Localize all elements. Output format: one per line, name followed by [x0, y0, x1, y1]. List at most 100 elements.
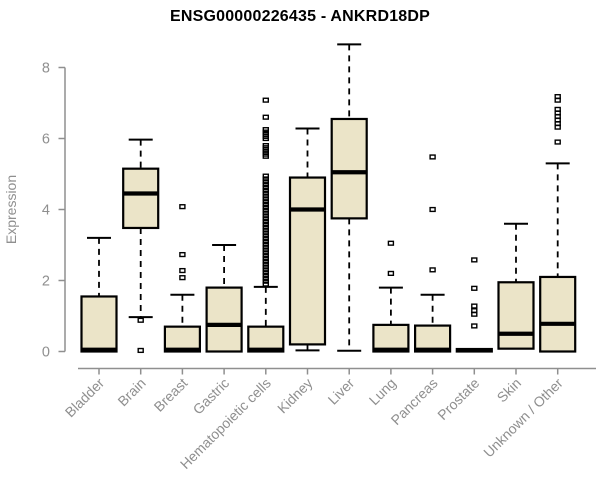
outlier-point [262, 261, 269, 267]
box-iqr [330, 117, 368, 220]
outlier-point [387, 270, 395, 276]
outlier-point [262, 210, 269, 216]
box-iqr [372, 323, 410, 353]
outlier-point [137, 347, 144, 354]
outlier-point [262, 193, 269, 199]
box-group [288, 127, 327, 352]
box-group [539, 94, 577, 353]
box-group [372, 240, 410, 353]
outlier-point [262, 176, 269, 182]
box-group [247, 97, 285, 353]
outlier-point [262, 173, 269, 179]
outlier-point [262, 190, 269, 196]
x-tick-label: Lung [366, 375, 399, 408]
outlier-point [429, 154, 436, 160]
chart-title: ENSG00000226435 - ANKRD18DP [169, 8, 431, 25]
outlier-point [262, 270, 269, 276]
x-tick-label: Brain [114, 375, 148, 409]
box-group [80, 236, 118, 353]
outlier-point [262, 179, 269, 185]
outlier-point [262, 253, 269, 259]
outlier-point [554, 94, 561, 100]
outlier-point [262, 199, 269, 205]
outlier-point [262, 258, 269, 264]
outlier-point [471, 323, 478, 329]
x-tick-label: Unknown / Other [480, 375, 566, 461]
x-tick-label: Liver [325, 375, 358, 408]
outlier-point [429, 267, 436, 273]
outlier-point [262, 247, 269, 253]
outlier-point [179, 275, 186, 281]
outlier-point [262, 207, 269, 213]
outlier-point [262, 213, 269, 219]
y-tick-label: 8 [42, 61, 50, 77]
outlier-point [262, 201, 269, 208]
box-iqr [288, 176, 327, 346]
outlier-point [262, 127, 269, 133]
box-iqr [80, 295, 118, 353]
outlier-point [262, 230, 269, 236]
y-tick-label: 6 [42, 132, 50, 148]
outlier-point [262, 264, 269, 270]
outlier-point [179, 204, 186, 210]
outlier-point [137, 317, 144, 323]
outlier-point [262, 182, 269, 188]
box-iqr [539, 275, 577, 353]
outlier-point [262, 142, 269, 149]
x-tick-label: Skin [494, 375, 525, 406]
y-tick-label: 4 [42, 203, 50, 219]
outlier-point [262, 255, 269, 262]
box-iqr [497, 281, 535, 350]
outlier-point [179, 251, 186, 258]
outlier-point [471, 257, 478, 263]
outlier-point [262, 236, 269, 242]
outlier-point [262, 250, 269, 256]
outlier-point [262, 114, 269, 120]
outlier-point [262, 184, 269, 191]
outlier-point [262, 275, 269, 281]
outlier-point [471, 303, 478, 309]
box-iqr [205, 286, 243, 353]
outlier-point [262, 267, 269, 273]
x-tick-label: Breast [151, 375, 191, 415]
outlier-point [262, 244, 269, 250]
outlier-point [262, 278, 269, 284]
outlier-point [262, 218, 269, 225]
outlier-point [554, 139, 561, 145]
box-group [163, 204, 201, 353]
outlier-point [262, 238, 269, 245]
y-tick-label: 2 [42, 274, 50, 290]
outlier-point [262, 227, 269, 233]
x-tick-label: Bladder [62, 375, 108, 421]
outlier-point [471, 308, 478, 314]
outlier-point [262, 281, 269, 287]
x-tick-label: Prostate [434, 375, 482, 423]
box-group [455, 257, 493, 353]
y-axis-title: Expression [3, 175, 19, 244]
outlier-point [554, 106, 561, 112]
outlier-point [262, 241, 269, 247]
box-iqr [414, 324, 452, 353]
outlier-point [262, 97, 269, 103]
outlier-point [262, 272, 269, 279]
outlier-point [262, 204, 269, 210]
box-group [330, 43, 368, 352]
x-tick-label: Kidney [274, 375, 316, 417]
box-group [122, 138, 160, 354]
outlier-point [262, 224, 269, 230]
outlier-point [262, 196, 269, 202]
box-group [497, 222, 535, 350]
outlier-point [262, 216, 269, 222]
box-group [205, 244, 243, 353]
outlier-point [429, 206, 436, 213]
outlier-point [262, 233, 269, 239]
outlier-point [179, 267, 186, 274]
outlier-point [471, 285, 478, 291]
box-group [414, 154, 452, 353]
outlier-point [262, 221, 269, 228]
y-tick-label: 0 [42, 345, 50, 361]
outlier-point [262, 187, 269, 193]
box-iqr [122, 167, 160, 230]
